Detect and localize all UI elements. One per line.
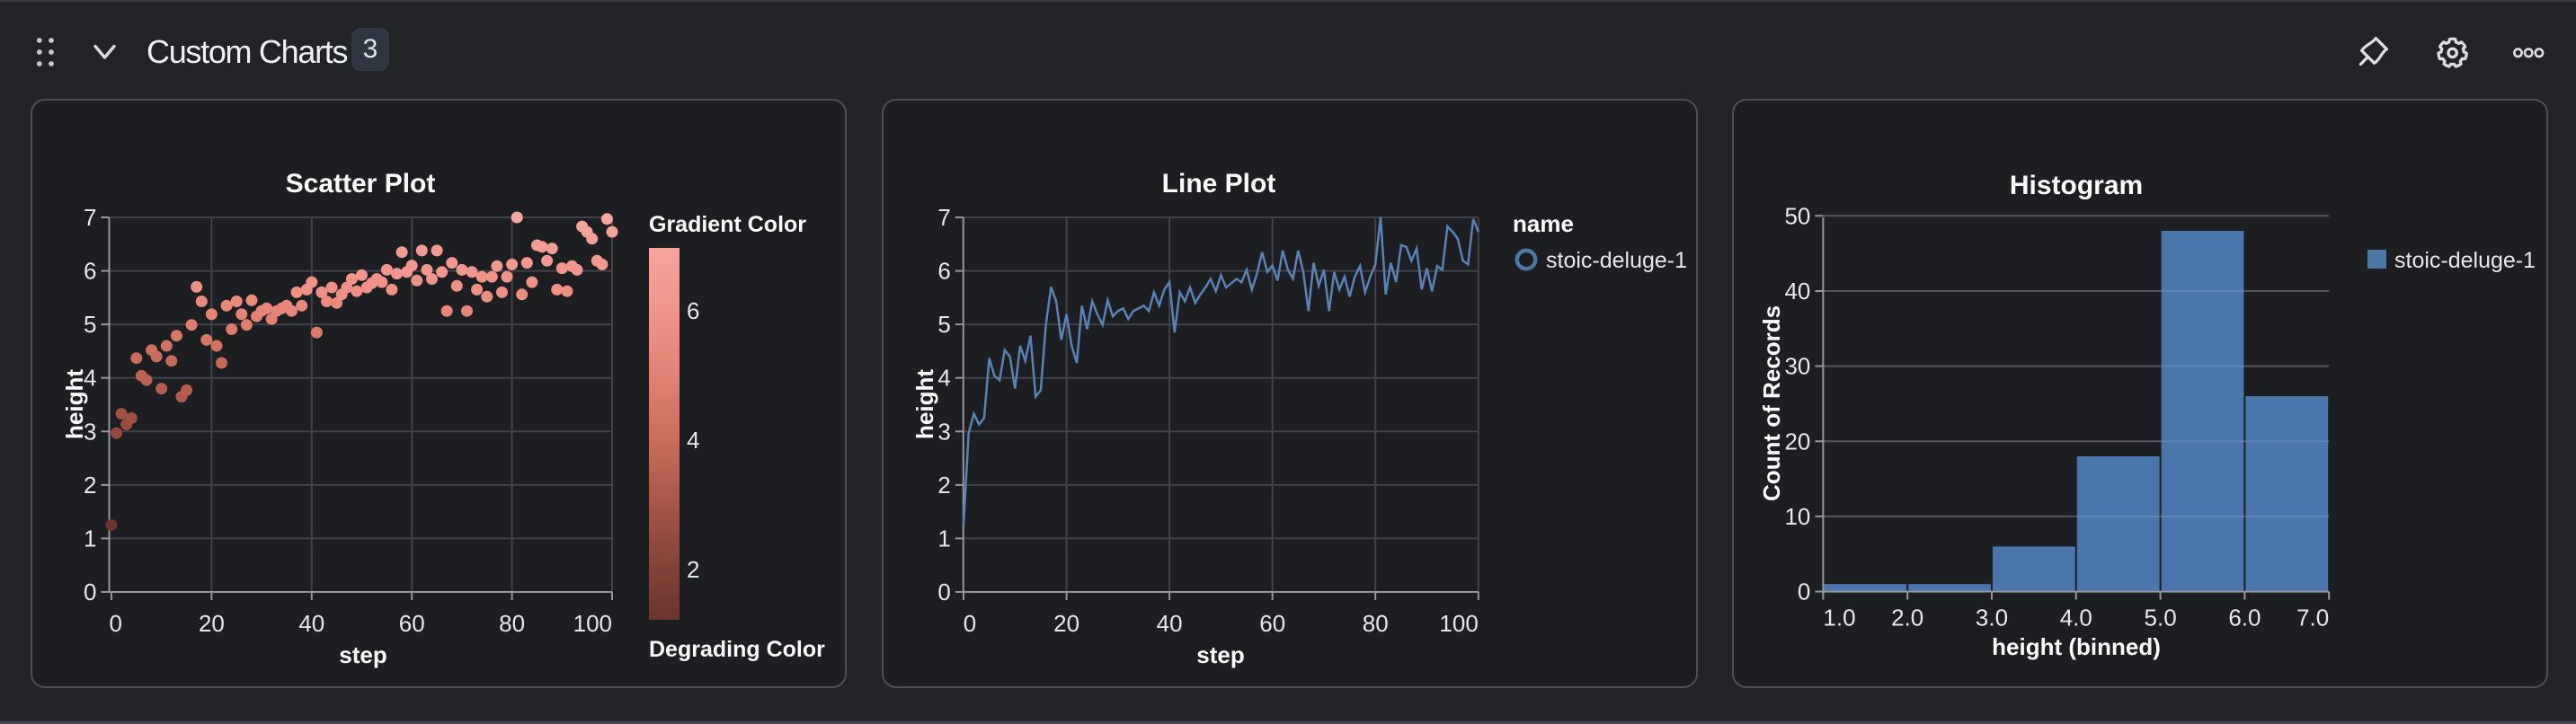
- svg-text:10: 10: [1784, 503, 1810, 530]
- svg-text:30: 30: [1784, 353, 1810, 380]
- svg-text:1.0: 1.0: [1823, 605, 1855, 631]
- svg-text:Histogram: Histogram: [2010, 171, 2143, 200]
- svg-text:50: 50: [1784, 202, 1810, 229]
- svg-text:stoic-deluge-1: stoic-deluge-1: [2394, 248, 2536, 273]
- svg-text:Gradient Color: Gradient Color: [649, 212, 806, 237]
- svg-text:0: 0: [937, 578, 950, 605]
- svg-text:80: 80: [499, 610, 525, 637]
- svg-text:4: 4: [84, 365, 96, 392]
- svg-text:5: 5: [937, 311, 950, 338]
- svg-text:Line Plot: Line Plot: [1162, 169, 1276, 199]
- svg-text:100: 100: [573, 610, 612, 637]
- svg-text:5.0: 5.0: [2145, 605, 2177, 631]
- svg-text:2: 2: [937, 472, 950, 499]
- svg-text:height (binned): height (binned): [1992, 633, 2161, 660]
- svg-text:3: 3: [84, 418, 96, 445]
- svg-text:0: 0: [110, 610, 122, 637]
- svg-text:80: 80: [1363, 610, 1389, 637]
- svg-text:step: step: [339, 641, 386, 668]
- svg-text:40: 40: [1784, 278, 1810, 305]
- svg-text:4.0: 4.0: [2060, 605, 2092, 631]
- svg-text:step: step: [1196, 641, 1244, 668]
- svg-text:Scatter Plot: Scatter Plot: [286, 169, 436, 199]
- svg-text:height: height: [911, 369, 938, 439]
- svg-text:Count of Records: Count of Records: [1758, 305, 1785, 501]
- svg-text:6.0: 6.0: [2228, 605, 2261, 631]
- svg-text:2: 2: [84, 472, 96, 499]
- svg-text:6: 6: [937, 258, 950, 285]
- svg-text:name: name: [1513, 210, 1574, 237]
- svg-text:2: 2: [687, 556, 699, 583]
- svg-text:20: 20: [1784, 428, 1810, 455]
- svg-text:7: 7: [84, 204, 96, 231]
- svg-text:5: 5: [84, 311, 96, 338]
- svg-text:Degrading Color: Degrading Color: [649, 637, 825, 662]
- svg-text:7: 7: [937, 204, 950, 231]
- svg-text:4: 4: [687, 427, 699, 454]
- svg-text:60: 60: [1259, 610, 1285, 637]
- svg-text:1: 1: [84, 525, 96, 552]
- svg-text:0: 0: [84, 578, 96, 605]
- svg-text:0: 0: [964, 610, 976, 637]
- svg-text:20: 20: [1053, 610, 1079, 637]
- svg-text:4: 4: [937, 365, 950, 392]
- svg-text:1: 1: [937, 525, 950, 552]
- svg-text:6: 6: [84, 258, 96, 285]
- svg-text:7.0: 7.0: [2296, 605, 2329, 631]
- svg-text:6: 6: [687, 297, 699, 324]
- svg-text:stoic-deluge-1: stoic-deluge-1: [1546, 248, 1687, 273]
- svg-text:100: 100: [1439, 610, 1478, 637]
- svg-text:40: 40: [298, 610, 324, 637]
- svg-text:60: 60: [399, 610, 425, 637]
- svg-text:3: 3: [937, 418, 950, 445]
- svg-text:3.0: 3.0: [1976, 605, 2008, 631]
- svg-text:height: height: [61, 369, 88, 439]
- svg-text:2.0: 2.0: [1891, 605, 1923, 631]
- svg-text:0: 0: [1798, 578, 1810, 605]
- svg-text:40: 40: [1157, 610, 1183, 637]
- svg-text:20: 20: [199, 610, 225, 637]
